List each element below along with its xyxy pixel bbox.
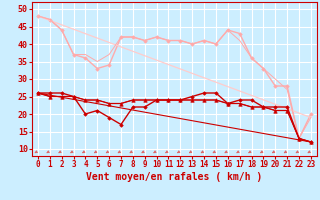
X-axis label: Vent moyen/en rafales ( km/h ): Vent moyen/en rafales ( km/h )	[86, 172, 262, 182]
